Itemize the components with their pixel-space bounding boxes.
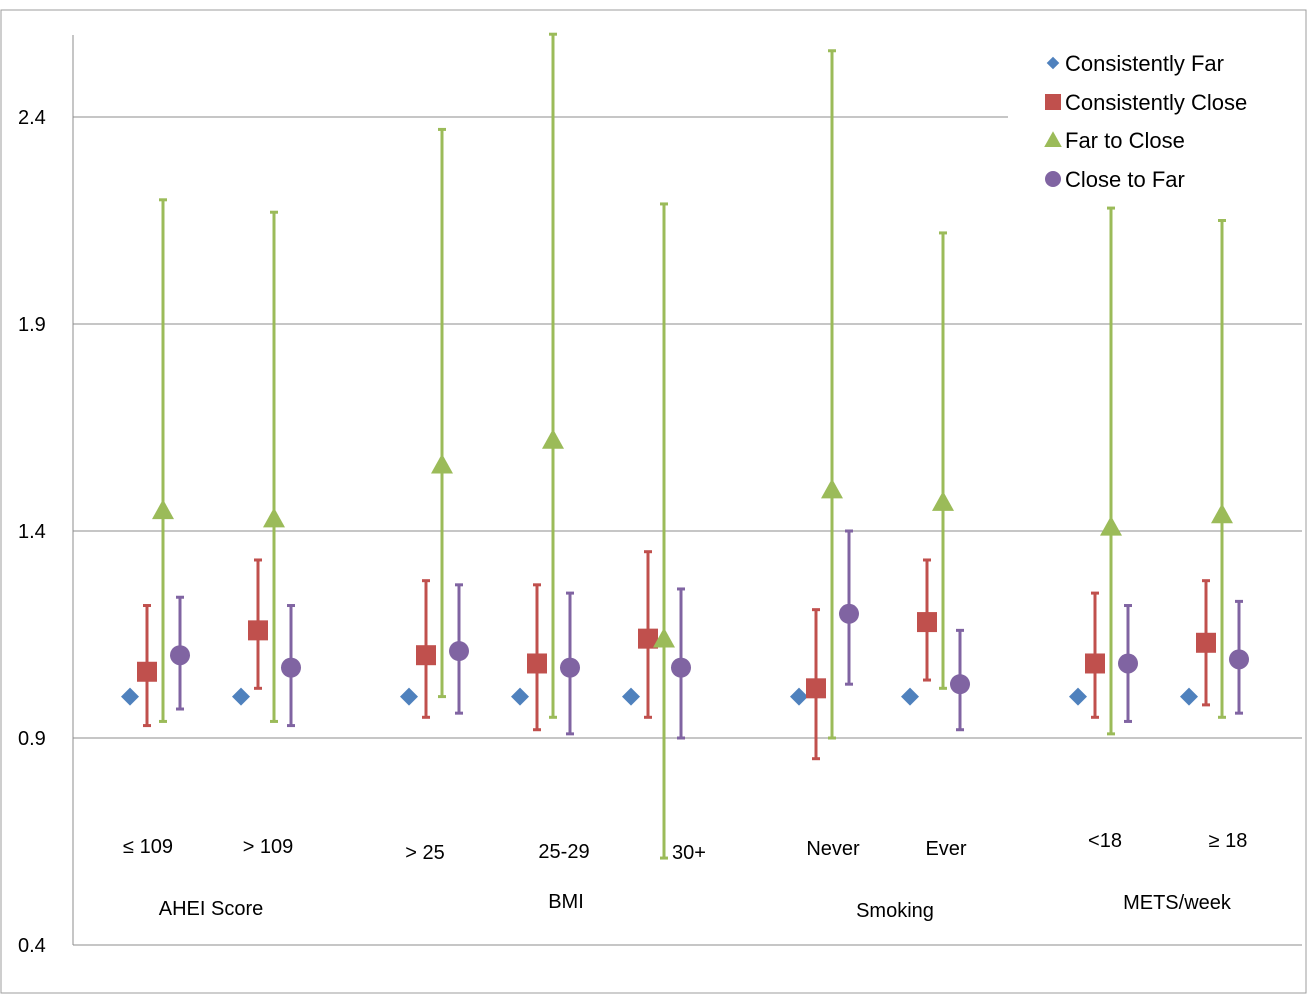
data-point-circle (1229, 649, 1249, 670)
error-bar (438, 127, 446, 699)
y-tick-label: 2.4 (18, 107, 46, 129)
legend-marker-diamond (1046, 56, 1060, 70)
error-bar (159, 198, 167, 723)
data-point-square (416, 645, 436, 666)
group-labels: AHEI Score BMI Smoking METS/week (159, 891, 1232, 922)
data-point-square (527, 653, 547, 674)
data-point-diamond (400, 687, 418, 706)
data-point-diamond (901, 687, 919, 706)
error-bar (549, 32, 557, 719)
category-label: <18 (1088, 830, 1122, 852)
data-point-square (248, 620, 268, 641)
category-label: ≤ 109 (123, 836, 173, 858)
legend-item: Consistently Close (1045, 90, 1247, 115)
data-point-square (1085, 653, 1105, 674)
data-point-diamond (1069, 687, 1087, 706)
data-point-circle (839, 603, 859, 624)
category-label: > 109 (243, 836, 294, 858)
legend-background (1015, 40, 1295, 205)
legend-item: Far to Close (1044, 128, 1185, 153)
y-tick-label: 0.4 (18, 935, 46, 957)
data-point-triangle (431, 453, 453, 474)
group-label: METS/week (1123, 892, 1232, 914)
data-point-circle (560, 657, 580, 678)
legend-marker-square (1045, 94, 1061, 110)
data-point-diamond (790, 687, 808, 706)
y-tick-label: 0.9 (18, 728, 46, 750)
error-bar (828, 49, 836, 740)
gridlines (73, 116, 1302, 946)
error-bar (270, 210, 278, 723)
error-bar (1107, 206, 1115, 736)
data-point-square (1196, 632, 1216, 653)
data-point-circle (170, 645, 190, 666)
data-point-square (917, 612, 937, 633)
data-point-circle (1118, 653, 1138, 674)
data-point-triangle (653, 627, 675, 648)
category-label: Ever (925, 838, 966, 860)
data-point-triangle (152, 499, 174, 520)
category-label: Never (806, 838, 860, 860)
data-point-square (638, 628, 658, 649)
legend-label: Consistently Close (1065, 90, 1247, 115)
category-label: ≥ 18 (1209, 830, 1248, 852)
category-label: 30+ (672, 842, 706, 864)
legend-item: Close to Far (1045, 167, 1185, 192)
group-label: BMI (548, 891, 584, 913)
data-point-triangle (821, 478, 843, 499)
data-point-triangle (932, 491, 954, 511)
data-point-diamond (121, 687, 139, 706)
legend-marker-circle (1045, 171, 1061, 187)
legend: Consistently Far Consistently Close Far to… (1015, 40, 1295, 205)
data-point-circle (671, 657, 691, 678)
error-bar (1218, 219, 1226, 719)
category-labels: ≤ 109 > 109 > 25 25-29 30+ Never Ever <18 ≥ 18 (123, 830, 1247, 864)
group-label: AHEI Score (159, 898, 263, 920)
legend-label: Close to Far (1065, 167, 1185, 192)
data-point-circle (950, 674, 970, 695)
data-point-triangle (263, 507, 285, 528)
legend-item: Consistently Far (1046, 51, 1224, 76)
data-markers (121, 428, 1249, 706)
data-point-diamond (1180, 687, 1198, 706)
category-label: > 25 (405, 842, 444, 864)
legend-label: Consistently Far (1065, 51, 1224, 76)
group-label: Smoking (856, 900, 934, 922)
data-point-diamond (511, 687, 529, 706)
data-point-triangle (542, 428, 564, 449)
y-tick-label: 1.4 (18, 521, 46, 543)
data-point-square (137, 661, 157, 682)
data-point-diamond (622, 687, 640, 706)
data-point-circle (281, 657, 301, 678)
error-bars (143, 32, 1243, 860)
data-point-diamond (232, 687, 250, 706)
error-bar (660, 202, 668, 860)
legend-marker-triangle (1044, 131, 1062, 148)
data-point-circle (449, 641, 469, 662)
data-point-triangle (1211, 503, 1233, 524)
y-tick-label: 1.9 (18, 314, 46, 336)
y-axis-ticks: 0.4 0.9 1.4 1.9 2.4 (18, 107, 46, 957)
data-point-square (806, 678, 826, 699)
category-label: 25-29 (538, 841, 589, 863)
data-point-triangle (1100, 515, 1122, 536)
legend-label: Far to Close (1065, 128, 1185, 153)
error-bar (939, 231, 947, 690)
